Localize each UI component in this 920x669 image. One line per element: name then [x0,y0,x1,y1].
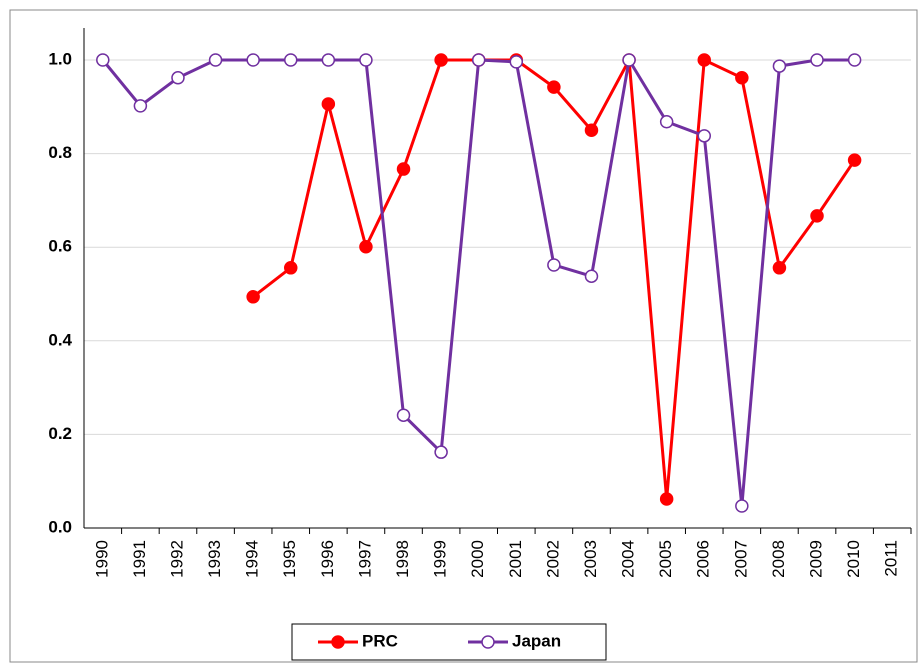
data-point [659,115,674,129]
data-point [735,499,749,513]
data-point [434,53,448,67]
x-tick-label: 1999 [431,540,450,578]
data-point [772,59,787,73]
y-tick-label: 1.0 [48,49,72,68]
x-tick-label: 2007 [731,540,750,578]
data-point [847,153,862,167]
x-tick-label: 2006 [694,540,713,578]
data-point [735,71,749,85]
y-tick-label: 0.0 [48,517,72,536]
data-point [697,53,711,67]
data-point [133,99,148,113]
data-point [321,97,336,111]
data-point [359,239,373,254]
x-tick-label: 2005 [656,540,675,578]
x-tick-label: 1992 [167,540,186,578]
x-tick-label: 2000 [468,540,487,578]
legend-label: Japan [512,631,561,650]
data-point [246,53,260,67]
y-tick-label: 0.2 [48,424,72,443]
data-point [284,261,298,275]
data-point [622,53,636,67]
x-tick-label: 1993 [205,540,224,578]
data-point [584,269,599,283]
data-point [509,55,524,69]
data-point [810,53,824,67]
legend-marker [331,635,345,649]
x-tick-label: 1996 [318,540,337,578]
x-tick-label: 2011 [882,540,901,577]
y-tick-label: 0.6 [48,237,72,256]
y-tick-label: 0.8 [48,143,72,162]
data-point [96,53,110,67]
data-point [471,53,486,67]
data-point [208,53,223,67]
x-tick-label: 2003 [581,540,600,578]
data-point [321,53,336,67]
x-tick-label: 1995 [280,540,299,578]
legend-label: PRC [362,631,398,650]
data-point [847,53,862,67]
data-point [359,53,373,67]
data-point [246,290,260,304]
x-tick-label: 1990 [92,540,111,578]
data-point [697,129,711,143]
x-tick-label: 1994 [243,540,262,578]
data-point [547,80,561,94]
data-point [396,408,411,422]
x-tick-label: 2008 [769,540,788,578]
x-tick-label: 1991 [130,540,149,578]
data-point [396,162,411,176]
x-tick-label: 2009 [807,540,826,578]
x-tick-label: 2002 [543,540,562,578]
data-point [284,53,298,67]
data-point [434,445,448,459]
x-tick-label: 2004 [619,540,638,578]
data-point [547,258,561,272]
data-point [810,209,824,223]
data-point [171,71,185,85]
chart-frame [9,9,918,663]
x-tick-label: 2001 [506,540,525,578]
x-tick-label: 1998 [393,540,412,578]
y-tick-label: 0.4 [48,330,72,349]
x-tick-label: 1997 [355,540,374,578]
x-tick-label: 2010 [844,540,863,578]
data-point [772,261,787,275]
data-point [584,123,599,137]
legend-marker [481,635,495,649]
data-point [659,492,674,506]
